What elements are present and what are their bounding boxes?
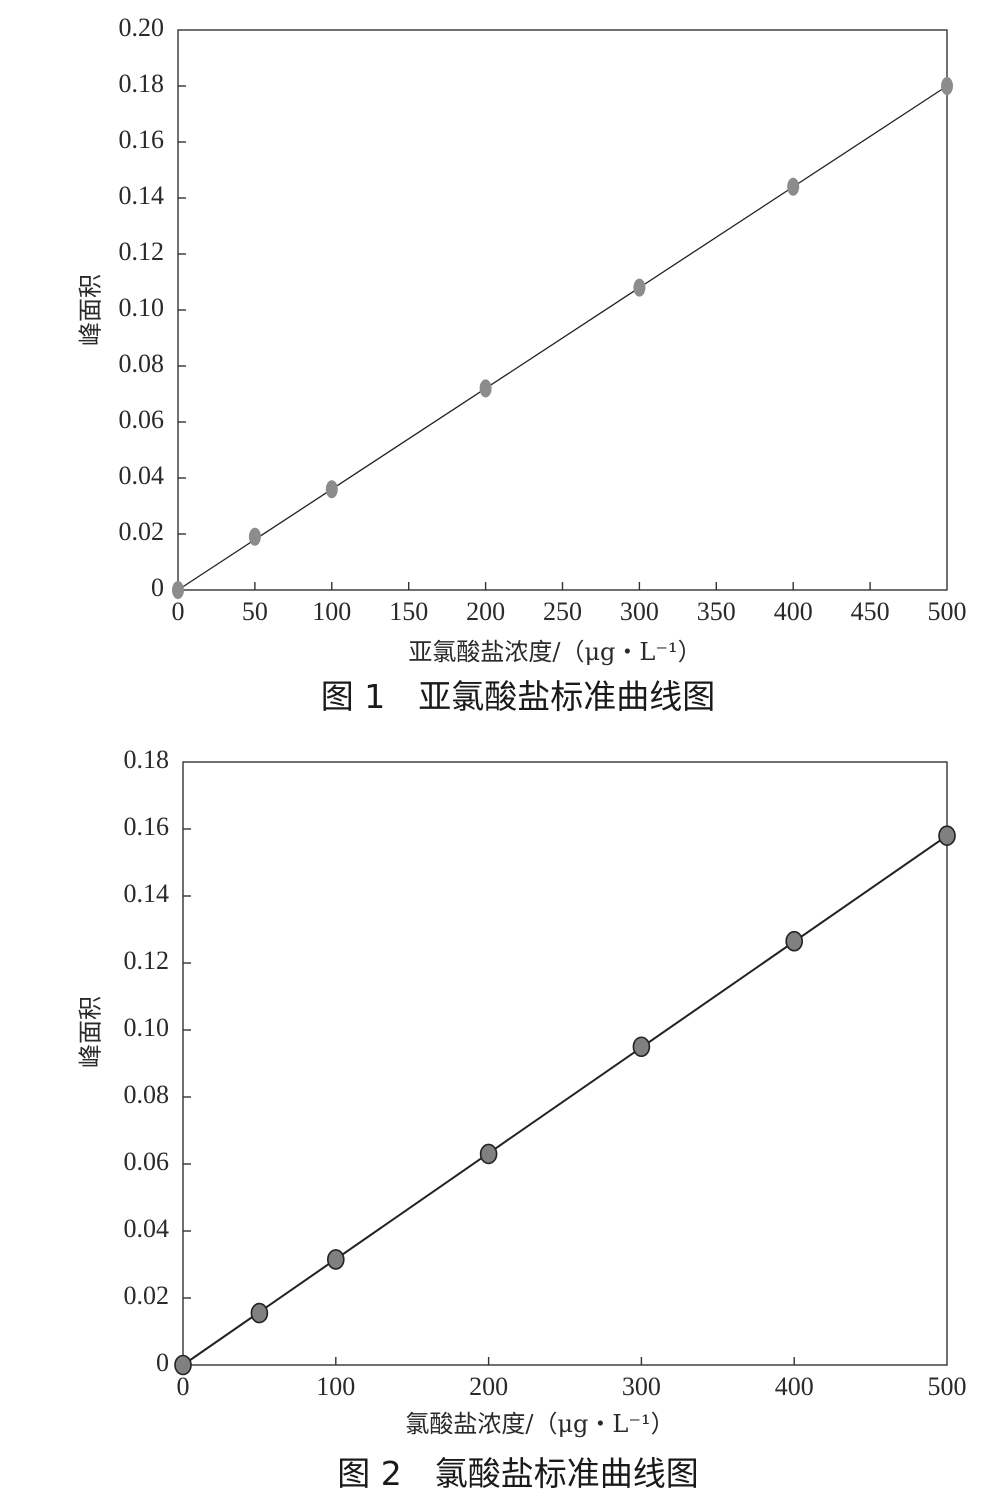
y-axis-label-1: 峰面积 bbox=[77, 274, 105, 346]
x-tick-label: 50 bbox=[242, 597, 268, 626]
x-tick-label: 0 bbox=[172, 597, 185, 626]
data-point bbox=[248, 527, 261, 546]
data-point bbox=[941, 77, 953, 95]
x-tick-label: 200 bbox=[469, 1372, 508, 1401]
y-tick-label: 0.16 bbox=[119, 125, 165, 154]
chart-1: 0 0.02 0.04 0.06 0.08 0.10 0.12 0.14 0.16 0.18 0.2… bbox=[77, 13, 967, 716]
chart-2: 0 0.02 0.04 0.06 0.08 0.10 0.12 0.14 0.16 0.18 0 1… bbox=[77, 745, 967, 1493]
y-tick-label: 0.18 bbox=[119, 69, 165, 98]
y-tick-label: 0.16 bbox=[124, 812, 170, 841]
data-point bbox=[325, 480, 338, 499]
y-tick-label: 0 bbox=[156, 1348, 169, 1377]
y-axis-label-2: 峰面积 bbox=[77, 996, 105, 1068]
y-tick-label: 0.14 bbox=[124, 879, 170, 908]
x-axis-label-1: 亚氯酸盐浓度/（μg・L⁻¹） bbox=[408, 638, 701, 666]
x-tick-label: 200 bbox=[466, 597, 505, 626]
data-point bbox=[785, 930, 804, 952]
y-tick-label: 0 bbox=[151, 573, 164, 602]
y-tick-label: 0.02 bbox=[119, 517, 165, 546]
y-tick-label: 0.06 bbox=[119, 405, 165, 434]
y-tick-label: 0.04 bbox=[119, 461, 165, 490]
y-tick-label: 0.08 bbox=[119, 349, 165, 378]
data-point bbox=[787, 177, 800, 196]
x-tick-label: 350 bbox=[697, 597, 736, 626]
y-tick-label: 0.12 bbox=[124, 946, 170, 975]
x-tick-label: 500 bbox=[928, 597, 967, 626]
x-tick-label: 0 bbox=[177, 1372, 190, 1401]
x-tick-label: 400 bbox=[774, 597, 813, 626]
y-tick-label: 0.18 bbox=[124, 745, 170, 774]
x-tick-label: 300 bbox=[620, 597, 659, 626]
data-point bbox=[632, 1036, 651, 1058]
figure-1: 0 0.02 0.04 0.06 0.08 0.10 0.12 0.14 0.16 0.18 0.2… bbox=[0, 0, 1000, 730]
fit-line-2 bbox=[182, 834, 948, 1366]
y-tick-label: 0.10 bbox=[124, 1013, 170, 1042]
y-tick-label: 0.12 bbox=[119, 237, 165, 266]
x-tick-label: 300 bbox=[622, 1372, 661, 1401]
data-point bbox=[633, 278, 646, 297]
fit-line-1 bbox=[177, 85, 948, 591]
x-tick-label: 400 bbox=[775, 1372, 814, 1401]
data-point bbox=[326, 1249, 345, 1270]
x-tick-label: 100 bbox=[312, 597, 351, 626]
y-tick-label: 0.02 bbox=[124, 1281, 170, 1310]
y-tick-label: 0.20 bbox=[119, 13, 165, 42]
y-tick-label: 0.04 bbox=[124, 1214, 170, 1243]
data-point bbox=[250, 1302, 269, 1324]
figure-caption-2: 图 2 氯酸盐标准曲线图 bbox=[337, 1454, 699, 1493]
plot-frame-1 bbox=[177, 29, 948, 591]
y-tick-label: 0.10 bbox=[119, 293, 165, 322]
data-point bbox=[479, 1143, 498, 1165]
x-axis-label-2: 氯酸盐浓度/（μg・L⁻¹） bbox=[405, 1410, 674, 1438]
figure-2: 0 0.02 0.04 0.06 0.08 0.10 0.12 0.14 0.16 0.18 0 1… bbox=[0, 730, 1000, 1506]
data-point bbox=[479, 379, 492, 398]
x-tick-label: 500 bbox=[928, 1372, 967, 1401]
x-tick-label: 250 bbox=[543, 597, 582, 626]
data-point bbox=[172, 581, 184, 599]
y-tick-label: 0.14 bbox=[119, 181, 165, 210]
x-tick-label: 150 bbox=[389, 597, 428, 626]
plot-frame-2 bbox=[182, 761, 948, 1366]
figure-caption-1: 图 1 亚氯酸盐标准曲线图 bbox=[321, 677, 716, 716]
data-point bbox=[174, 1354, 192, 1376]
y-tick-label: 0.06 bbox=[124, 1147, 170, 1176]
x-tick-label: 450 bbox=[851, 597, 890, 626]
data-point bbox=[938, 825, 956, 846]
y-tick-label: 0.08 bbox=[124, 1080, 170, 1109]
x-tick-label: 100 bbox=[316, 1372, 355, 1401]
